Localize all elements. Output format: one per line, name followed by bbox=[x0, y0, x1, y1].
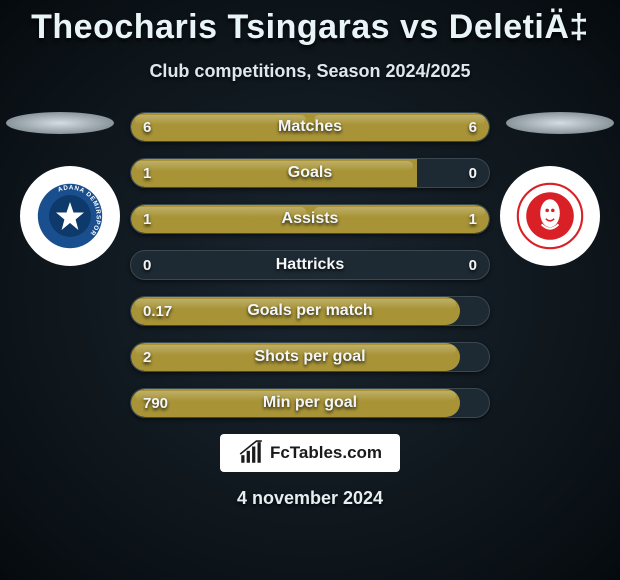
left-team-badge: ADANA DEMIRSPOR bbox=[20, 166, 120, 266]
stat-row: 0Hattricks0 bbox=[130, 250, 490, 280]
left-crest-icon: ADANA DEMIRSPOR bbox=[35, 181, 105, 251]
stat-row: 0.17Goals per match bbox=[130, 296, 490, 326]
left-ellipse-decor bbox=[6, 112, 114, 134]
comparison-rows: 6Matches61Goals01Assists10Hattricks00.17… bbox=[130, 112, 490, 418]
right-team-badge bbox=[500, 166, 600, 266]
stat-row: 6Matches6 bbox=[130, 112, 490, 142]
stat-row: 2Shots per goal bbox=[130, 342, 490, 372]
stat-metric-label: Min per goal bbox=[131, 389, 489, 417]
stat-right-value: 0 bbox=[469, 159, 477, 187]
stat-metric-label: Assists bbox=[131, 205, 489, 233]
stat-row: 1Assists1 bbox=[130, 204, 490, 234]
stat-right-value: 6 bbox=[469, 113, 477, 141]
right-crest-icon bbox=[515, 181, 585, 251]
stat-row: 790Min per goal bbox=[130, 388, 490, 418]
stat-row: 1Goals0 bbox=[130, 158, 490, 188]
stat-metric-label: Shots per goal bbox=[131, 343, 489, 371]
stat-right-value: 0 bbox=[469, 251, 477, 279]
right-ellipse-decor bbox=[506, 112, 614, 134]
stat-metric-label: Matches bbox=[131, 113, 489, 141]
stat-metric-label: Goals per match bbox=[131, 297, 489, 325]
stat-metric-label: Hattricks bbox=[131, 251, 489, 279]
chart-icon bbox=[238, 440, 264, 466]
footer-brand: FcTables.com bbox=[220, 434, 400, 472]
stat-right-value: 1 bbox=[469, 205, 477, 233]
footer-date: 4 november 2024 bbox=[0, 488, 620, 509]
page-subtitle: Club competitions, Season 2024/2025 bbox=[0, 61, 620, 82]
stat-metric-label: Goals bbox=[131, 159, 489, 187]
footer-brand-text: FcTables.com bbox=[270, 443, 382, 463]
stats-area: ADANA DEMIRSPOR 6Matches61Goals01Assists… bbox=[0, 112, 620, 418]
page-title: Theocharis Tsingaras vs DeletiÄ‡ bbox=[0, 0, 620, 47]
